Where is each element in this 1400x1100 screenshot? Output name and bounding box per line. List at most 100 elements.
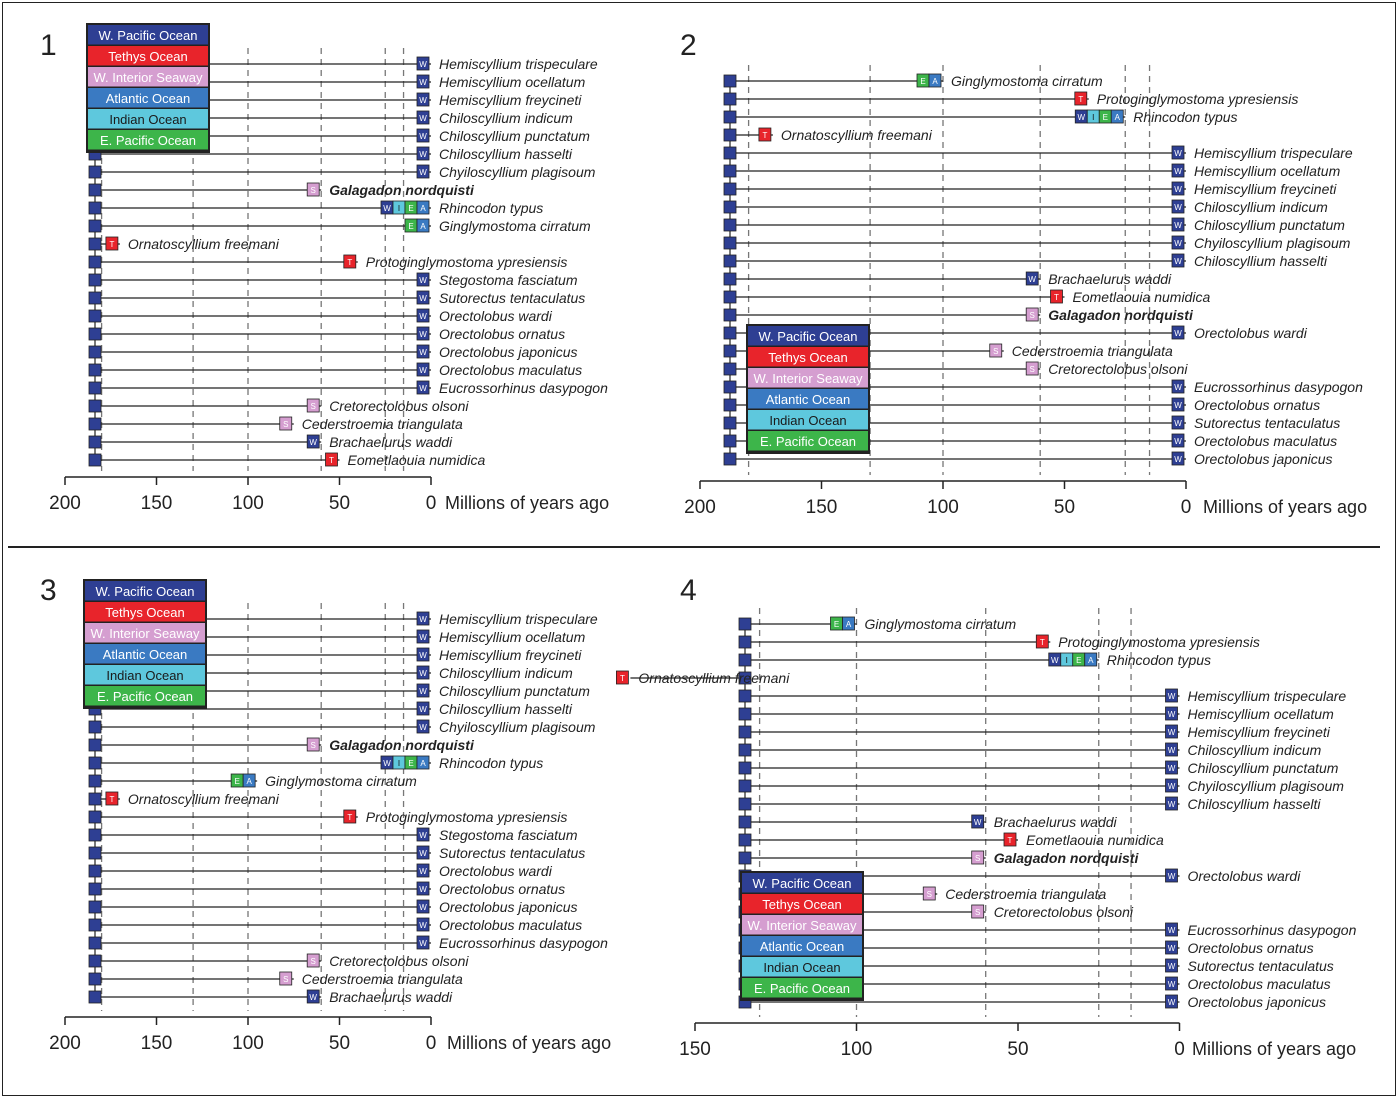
node-area-box	[89, 256, 101, 268]
tip-area-code: W	[419, 831, 427, 840]
taxon-label: Hemiscyllium ocellatum	[1194, 163, 1341, 179]
taxon-label: Protoginglymostoma ypresiensis	[1058, 634, 1260, 650]
taxon-label: Ornatoscyllium freemani	[781, 127, 933, 143]
tip-area-code: W	[1174, 239, 1182, 248]
tip-area-code: T	[1078, 95, 1083, 104]
taxon-label: Hemiscyllium trispeculare	[1194, 145, 1353, 161]
tip-area-code: A	[420, 759, 426, 768]
tip-area-code: S	[311, 957, 316, 966]
tip-area-code: W	[1174, 185, 1182, 194]
tip-area-code: W	[419, 849, 427, 858]
x-axis-title: Millions of years ago	[445, 493, 609, 513]
taxon-label: Orectolobus maculatus	[1188, 976, 1331, 992]
phylogeny-figure: 1200 150 100 50 0 Millions of years agoW Hemis…	[0, 0, 1400, 1100]
tip-area-code: W	[1168, 926, 1176, 935]
tip-area-code: W	[1174, 203, 1182, 212]
node-area-box	[89, 454, 101, 466]
tip-area-code: W	[419, 168, 427, 177]
tip-area-code: W	[1174, 455, 1182, 464]
node-area-box	[89, 202, 101, 214]
tip-area-code: W	[419, 366, 427, 375]
tip-area-code: A	[846, 620, 852, 629]
tip-area-code: W	[1168, 800, 1176, 809]
node-area-box	[724, 399, 736, 411]
taxon-label: Sutorectus tentaculatus	[439, 845, 585, 861]
legend-label: Atlantic Ocean	[106, 91, 191, 106]
taxon-label: Chyiloscyllium plagisoum	[1188, 778, 1345, 794]
node-area-box	[89, 328, 101, 340]
legend-label: W. Pacific Ocean	[759, 329, 858, 344]
taxon-label: Chiloscyllium indicum	[1188, 742, 1322, 758]
taxon-label: Ginglymostoma cirratum	[951, 73, 1103, 89]
node-area-box	[89, 991, 101, 1003]
tip-area-code: E	[1076, 656, 1081, 665]
taxon-label: Orectolobus maculatus	[1194, 433, 1337, 449]
node-area-box	[724, 309, 736, 321]
tip-area-code: E	[1103, 113, 1108, 122]
node-area-box	[739, 816, 751, 828]
panel-4: 4150 100 50 0 Millions of years agoE A Ginglym…	[616, 574, 1356, 1060]
node-area-box	[724, 435, 736, 447]
x-tick-label: 100	[841, 1039, 873, 1060]
node-area-box	[724, 417, 736, 429]
node-area-box	[89, 184, 101, 196]
node-area-box	[89, 346, 101, 358]
node-area-box	[739, 690, 751, 702]
taxon-label: Orectolobus maculatus	[439, 917, 582, 933]
x-tick-label: 50	[1054, 497, 1075, 518]
taxon-label: Eometlaouia numidica	[1073, 289, 1211, 305]
taxon-label: Chiloscyllium indicum	[439, 665, 573, 681]
tip-area-code: A	[246, 777, 252, 786]
tip-area-code: W	[1168, 692, 1176, 701]
tip-area-code: T	[1008, 836, 1013, 845]
taxon-label: Chiloscyllium punctatum	[1188, 760, 1339, 776]
taxon-label: Orectolobus japonicus	[1194, 451, 1333, 467]
taxon-label: Chiloscyllium hasselti	[439, 146, 573, 162]
tip-area-code: W	[1174, 257, 1182, 266]
node-area-box	[89, 973, 101, 985]
taxon-label: Hemiscyllium freycineti	[439, 92, 582, 108]
node-area-box	[89, 901, 101, 913]
taxon-label: Orectolobus japonicus	[439, 899, 578, 915]
legend-label: Tethys Ocean	[108, 49, 188, 64]
tip-area-code: S	[993, 347, 998, 356]
x-tick-label: 200	[49, 1033, 81, 1054]
taxon-label: Eucrossorhinus dasypogon	[439, 380, 608, 396]
taxon-label: Protoginglymostoma ypresiensis	[1097, 91, 1299, 107]
tip-area-code: T	[347, 813, 352, 822]
tip-area-code: W	[419, 348, 427, 357]
taxon-label: Chiloscyllium punctatum	[439, 128, 590, 144]
taxon-label: Hemiscyllium ocellatum	[1188, 706, 1335, 722]
taxon-label: Orectolobus wardi	[439, 863, 553, 879]
tip-area-code: W	[309, 993, 317, 1002]
taxon-label: Stegostoma fasciatum	[439, 272, 578, 288]
taxon-label: Orectolobus wardi	[1188, 868, 1302, 884]
tip-area-code: E	[408, 204, 413, 213]
tip-area-code: S	[283, 975, 288, 984]
tip-area-code: W	[419, 330, 427, 339]
taxon-label: Cederstroemia triangulata	[302, 416, 463, 432]
taxon-label: Hemiscyllium freycineti	[439, 647, 582, 663]
x-tick-label: 150	[806, 497, 838, 518]
tip-area-code: A	[1115, 113, 1121, 122]
tip-area-code: W	[419, 651, 427, 660]
tip-area-code: W	[419, 903, 427, 912]
tip-area-code: E	[834, 620, 839, 629]
taxon-label: Orectolobus wardi	[1194, 325, 1308, 341]
taxon-label: Eucrossorhinus dasypogon	[439, 935, 608, 951]
taxon-label: Protoginglymostoma ypresiensis	[366, 254, 568, 270]
taxon-label: Orectolobus maculatus	[439, 362, 582, 378]
node-area-box	[89, 364, 101, 376]
tip-area-code: S	[975, 854, 980, 863]
node-area-box	[724, 345, 736, 357]
node-area-box	[739, 618, 751, 630]
x-tick-label: 50	[329, 493, 350, 514]
taxon-label: Galagadon nordquisti	[329, 737, 475, 753]
taxon-label: Eometlaouia numidica	[348, 452, 486, 468]
tip-area-code: W	[419, 150, 427, 159]
taxon-label: Orectolobus ornatus	[439, 326, 565, 342]
node-area-box	[89, 919, 101, 931]
tip-area-code: W	[419, 312, 427, 321]
x-tick-label: 200	[49, 493, 81, 514]
tip-area-code: T	[762, 131, 767, 140]
